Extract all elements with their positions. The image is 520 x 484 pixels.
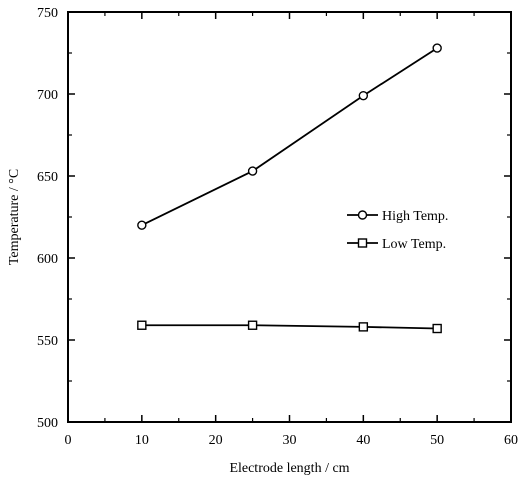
square-marker — [359, 323, 367, 331]
square-marker — [433, 325, 441, 333]
axis-ticks: 0 10 20 30 40 50 60 500 550 600 650 700 750 — [37, 6, 518, 448]
circle-marker — [249, 167, 257, 175]
x-tick-label: 10 — [135, 433, 149, 448]
x-tick-label: 20 — [209, 433, 223, 448]
circle-marker — [433, 44, 441, 52]
legend-square-marker — [359, 239, 367, 247]
series-low-temp — [138, 321, 441, 332]
y-axis-title: Temperature / °C — [7, 169, 22, 265]
series-layer — [138, 44, 441, 332]
legend-item: High Temp. — [347, 209, 448, 224]
y-tick-label: 700 — [37, 88, 58, 103]
x-tick-label: 30 — [283, 433, 297, 448]
square-marker — [138, 321, 146, 329]
x-tick-label: 50 — [430, 433, 444, 448]
y-tick-label: 650 — [37, 170, 58, 185]
circle-marker — [138, 221, 146, 229]
y-tick-label: 600 — [37, 252, 58, 267]
square-marker — [249, 321, 257, 329]
y-tick-label: 750 — [37, 6, 58, 21]
circle-marker — [359, 92, 367, 100]
y-tick-label: 550 — [37, 334, 58, 349]
legend-item: Low Temp. — [347, 237, 446, 252]
series-line — [142, 325, 437, 328]
legend-label: High Temp. — [382, 209, 448, 224]
series-line — [142, 48, 437, 225]
x-tick-label: 40 — [356, 433, 370, 448]
x-tick-label: 0 — [65, 433, 72, 448]
legend-circle-marker — [359, 211, 367, 219]
series-high-temp — [138, 44, 441, 229]
legend-label: Low Temp. — [382, 237, 446, 252]
x-axis-title: Electrode length / cm — [229, 461, 349, 476]
x-tick-label: 60 — [504, 433, 518, 448]
legend: High Temp. Low Temp. — [347, 209, 448, 252]
y-tick-label: 500 — [37, 416, 58, 431]
